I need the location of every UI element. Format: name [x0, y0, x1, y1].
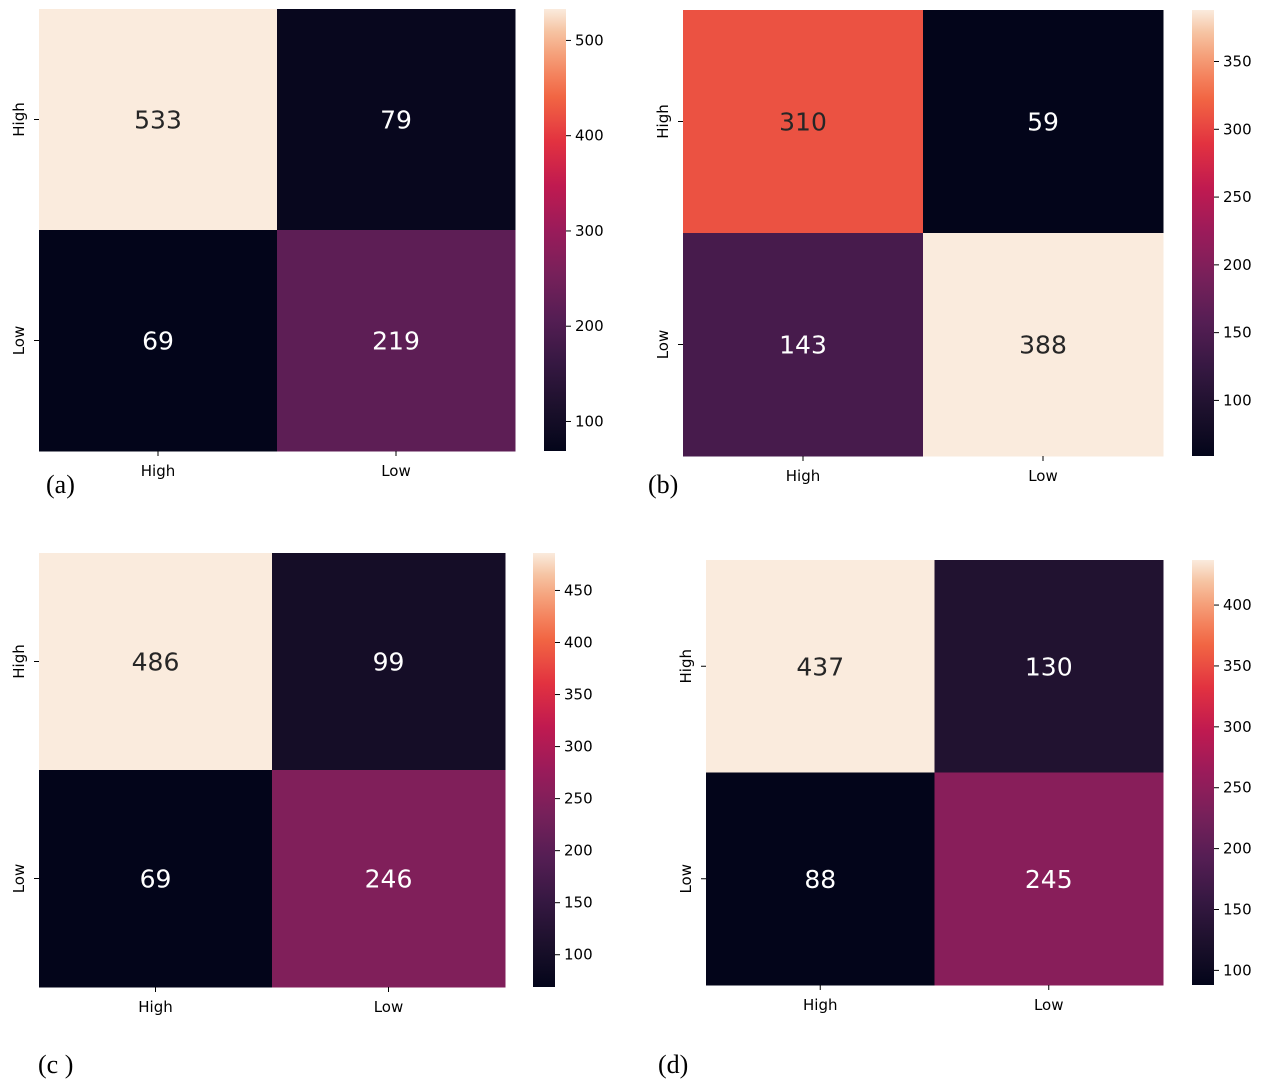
heatmap-panel-d: 437 130 88 245 High Low High Low 100 150 200 250 300… [677, 560, 1252, 1014]
colorbar [1192, 560, 1214, 985]
heatmap-cell [934, 772, 1164, 986]
colorbar-tick-label: 250 [564, 790, 593, 808]
colorbar [1192, 10, 1214, 456]
heatmap-cell [706, 772, 935, 986]
heatmap-cell [272, 770, 506, 988]
colorbar-tick-label: 400 [564, 634, 593, 652]
y-tick-label: High [10, 644, 28, 678]
colorbar-tick-label: 450 [564, 581, 593, 599]
colorbar-tick-label: 300 [575, 222, 604, 240]
colorbar-tick-label: 150 [1223, 324, 1252, 342]
heatmap-cell [923, 10, 1164, 234]
heatmap-cell [39, 553, 273, 771]
heatmap-cell [272, 553, 506, 771]
heatmap-cell [39, 9, 278, 231]
y-tick-label: High [10, 102, 28, 136]
colorbar-tick-label: 200 [1223, 256, 1252, 274]
x-tick-label: Low [381, 462, 411, 480]
y-tick-label: Low [10, 326, 28, 356]
colorbar-tick-label: 300 [1223, 718, 1252, 736]
colorbar-tick-label: 350 [1223, 657, 1252, 675]
heatmap-cell [39, 230, 278, 452]
cell-value-label: 388 [1019, 331, 1067, 360]
cell-value-label: 69 [140, 865, 172, 894]
x-tick-label: Low [1034, 996, 1064, 1014]
x-tick-label: Low [374, 998, 404, 1016]
colorbar-tick-label: 350 [1223, 53, 1252, 71]
cell-value-label: 88 [804, 865, 836, 894]
heatmap-cell [923, 233, 1164, 457]
cell-value-label: 533 [134, 106, 182, 135]
colorbar-tick-label: 200 [564, 842, 593, 860]
y-tick-label: Low [10, 864, 28, 894]
cell-value-label: 246 [365, 865, 413, 894]
x-tick-label: High [138, 998, 172, 1016]
y-tick-label: Low [654, 330, 672, 360]
x-tick-label: High [803, 996, 837, 1014]
panel-label-c: (c ) [38, 1050, 74, 1079]
y-tick-label: High [654, 104, 672, 138]
colorbar-tick-label: 500 [575, 31, 604, 49]
cell-value-label: 437 [796, 652, 844, 681]
cell-value-label: 99 [373, 648, 405, 677]
colorbar-tick-label: 100 [1223, 391, 1252, 409]
cell-value-label: 245 [1025, 865, 1073, 894]
colorbar-tick-label: 100 [575, 412, 604, 430]
x-tick-label: High [141, 462, 175, 480]
colorbar-tick-label: 400 [575, 127, 604, 145]
cell-value-label: 59 [1027, 108, 1059, 137]
colorbar-tick-label: 300 [1223, 120, 1252, 138]
cell-value-label: 219 [372, 327, 420, 356]
y-tick-label: High [677, 649, 695, 683]
colorbar [533, 553, 555, 987]
heatmap-cell [39, 770, 273, 988]
cell-value-label: 143 [779, 331, 827, 360]
heatmap-cell [683, 233, 924, 457]
colorbar-tick-label: 200 [1223, 840, 1252, 858]
colorbar [544, 9, 566, 451]
heatmap-cell [277, 230, 516, 452]
heatmap-cell [934, 560, 1164, 773]
colorbar-tick-label: 350 [564, 686, 593, 704]
x-tick-label: High [786, 467, 820, 485]
colorbar-tick-label: 200 [575, 317, 604, 335]
x-tick-label: Low [1028, 467, 1058, 485]
colorbar-tick-label: 150 [564, 894, 593, 912]
colorbar-tick-label: 150 [1223, 900, 1252, 918]
panel-label-a: (a) [46, 470, 75, 499]
y-tick-label: Low [677, 864, 695, 894]
colorbar-tick-label: 250 [1223, 188, 1252, 206]
cell-value-label: 130 [1025, 652, 1073, 681]
panel-label-b: (b) [648, 470, 679, 499]
colorbar-tick-label: 300 [564, 738, 593, 756]
colorbar-tick-label: 250 [1223, 779, 1252, 797]
panel-label-d: (d) [658, 1050, 689, 1079]
heatmap-panel-b: 310 59 143 388 High Low High Low 100 150 200 250 300… [654, 10, 1252, 485]
cell-value-label: 69 [142, 327, 174, 356]
colorbar-tick-label: 400 [1223, 596, 1252, 614]
cell-value-label: 486 [132, 648, 180, 677]
cell-value-label: 310 [779, 108, 827, 137]
heatmap-cell [706, 560, 935, 773]
heatmap-cell [683, 10, 924, 234]
cell-value-label: 79 [380, 106, 412, 135]
heatmap-panel-c: 486 99 69 246 High Low High Low 100 150 200 250 300 3… [10, 553, 593, 1016]
heatmap-panel-a: 533 79 69 219 High Low High Low 100 200 300 400 500 [10, 9, 604, 480]
heatmap-cell [277, 9, 516, 231]
colorbar-tick-label: 100 [564, 946, 593, 964]
colorbar-tick-label: 100 [1223, 961, 1252, 979]
